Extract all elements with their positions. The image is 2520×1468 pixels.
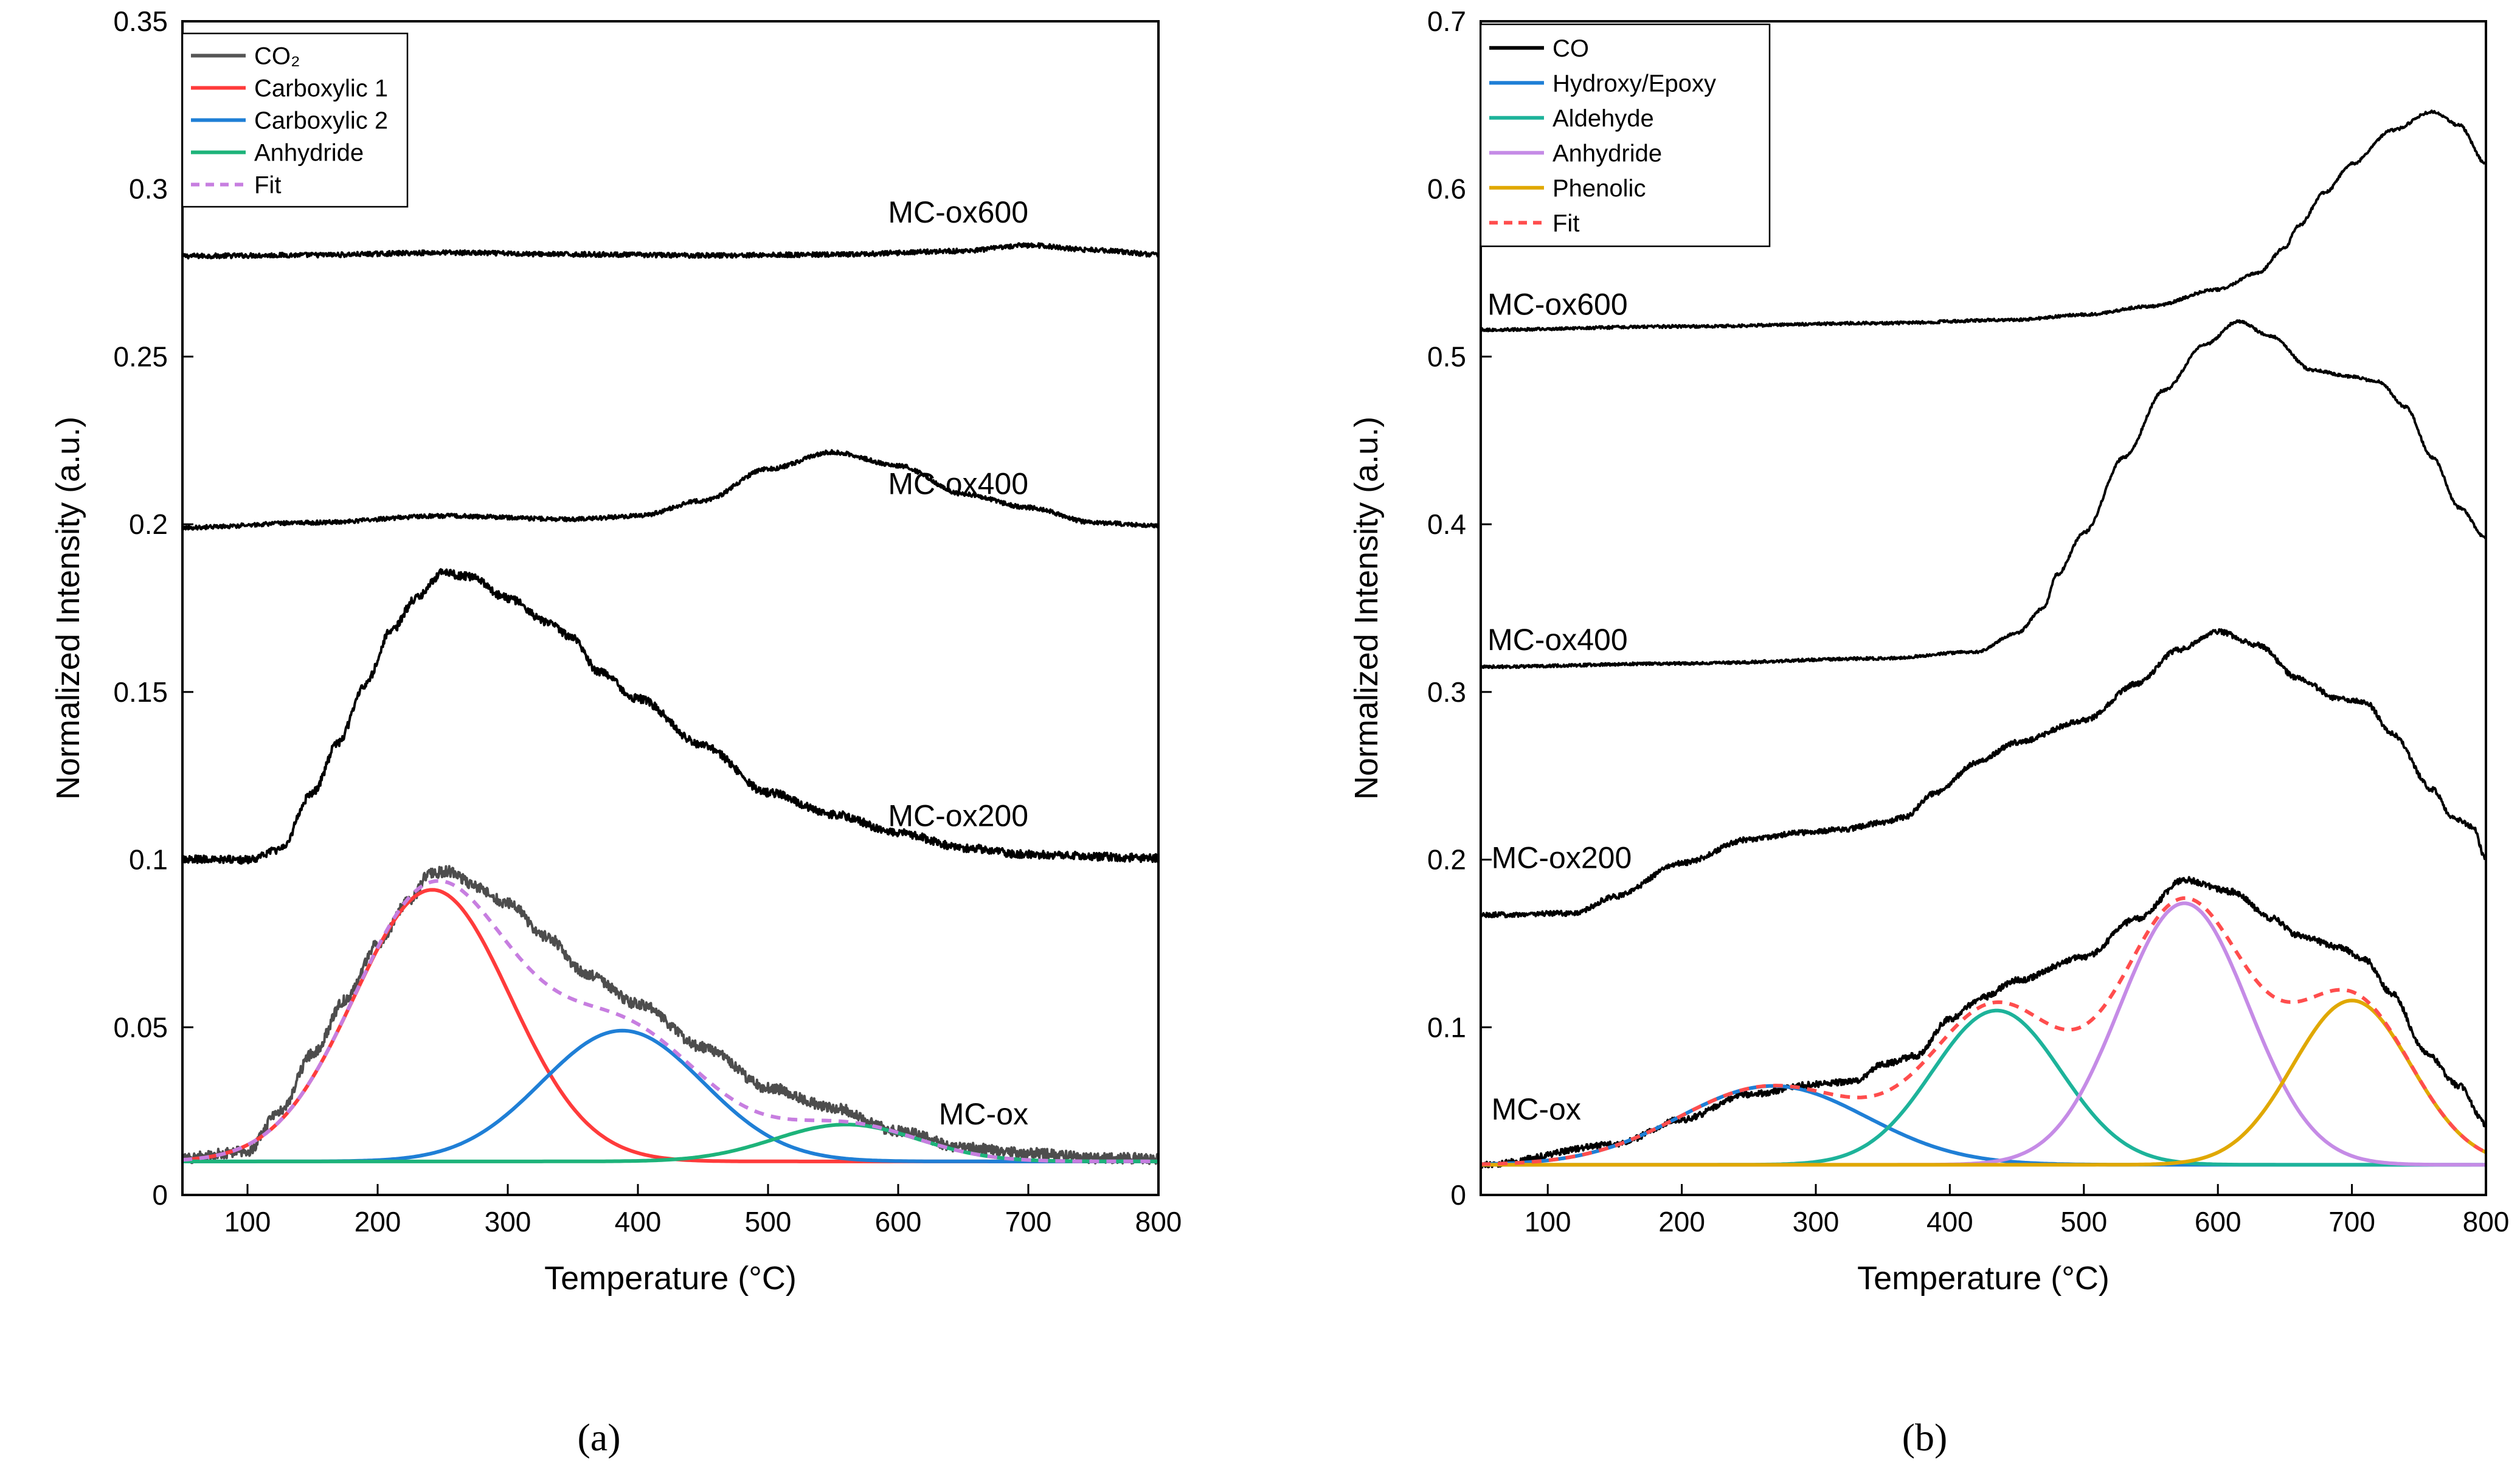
axes-frame	[1480, 20, 2487, 1196]
sample-label: MC-ox400	[888, 467, 1028, 501]
x-tick-label: 400	[1926, 1206, 1973, 1238]
series-gaussian-4	[1481, 1084, 2486, 1167]
y-tick-label: 0.1	[1427, 1011, 1466, 1043]
y-tick-label: 0.2	[1427, 844, 1466, 876]
x-tick-label: 700	[2328, 1206, 2375, 1238]
legend-entry: Carboxylic 2	[254, 108, 388, 134]
x-tick-label: 400	[615, 1206, 662, 1238]
series-measured-2	[1481, 628, 2486, 919]
series-measured-2	[182, 568, 1158, 865]
series-fit-7	[182, 879, 1158, 1163]
y-tick-label: 0.3	[129, 173, 168, 205]
y-tick-label: 0.7	[1427, 5, 1466, 37]
legend-box	[1480, 23, 1771, 248]
y-tick-label: 0.15	[113, 676, 168, 708]
panel-label: (a)	[577, 1416, 620, 1459]
x-tick-label: 500	[2060, 1206, 2107, 1238]
legend-entry: Fit	[1552, 210, 1579, 237]
y-tick-label: 0	[152, 1179, 168, 1211]
legend-entry: Anhydride	[254, 140, 364, 167]
series-measured-3	[182, 865, 1158, 1165]
legend-entry: Phenolic	[1552, 175, 1646, 202]
sample-label: MC-ox200	[888, 798, 1028, 833]
panel-label: (b)	[1902, 1416, 1948, 1459]
sample-label: MC-ox600	[1487, 288, 1628, 322]
y-tick-label: 0.05	[113, 1011, 168, 1043]
legend-entry: CO	[1552, 35, 1589, 62]
legend: CO Hydroxy/Epoxy Aldehyde Anhydride Phenolic…	[1480, 23, 1771, 248]
y-tick-label: 0	[1450, 1179, 1466, 1211]
plot-area	[1481, 109, 2486, 1169]
x-tick-label: 800	[2463, 1206, 2510, 1238]
plot-area	[182, 242, 1158, 1165]
series-measured-0	[182, 242, 1158, 260]
x-tick-label: 600	[2195, 1206, 2241, 1238]
x-tick-label: 300	[1793, 1206, 1840, 1238]
x-tick-label: 500	[745, 1206, 792, 1238]
y-tick-label: 0.35	[113, 5, 168, 37]
x-tick-label: 300	[485, 1206, 531, 1238]
x-tick-label: 800	[1135, 1206, 1182, 1238]
series-gaussian-6	[1481, 901, 2486, 1167]
y-tick-label: 0.6	[1427, 173, 1466, 205]
x-axis-title: Temperature (°C)	[544, 1260, 797, 1297]
sample-label: MC-ox200	[1492, 840, 1632, 874]
legend-entry: CO₂	[254, 43, 300, 70]
panel-b-co-chart: 100 200 300 400 500 600 700 800 0 0.1 0.2 0.3 0.4 0.5…	[1348, 5, 2509, 1459]
series-fit-8	[1481, 896, 2486, 1166]
y-axis-title: Normalized Intensity (a.u.)	[1348, 417, 1385, 800]
x-tick-label: 700	[1005, 1206, 1052, 1238]
y-tick-label: 0.2	[129, 508, 168, 540]
series-gaussian-7	[1481, 999, 2486, 1167]
sample-label: MC-ox	[1492, 1092, 1581, 1126]
sample-label: MC-ox	[939, 1097, 1028, 1131]
series-measured-1	[1481, 319, 2486, 670]
y-tick-label: 0.1	[129, 844, 168, 876]
x-tick-label: 100	[224, 1206, 271, 1238]
y-tick-label: 0.4	[1427, 508, 1466, 540]
y-axis-title: Normalized Intensity (a.u.)	[50, 417, 86, 800]
legend-entry: Fit	[254, 172, 281, 199]
y-tick-label: 0.3	[1427, 676, 1466, 708]
x-tick-label: 200	[1658, 1206, 1705, 1238]
y-tick-label: 0.25	[113, 341, 168, 372]
legend-entry: Carboxylic 1	[254, 75, 388, 102]
series-measured-1	[182, 449, 1158, 531]
sample-label: MC-ox600	[888, 195, 1028, 229]
series-measured-3	[1481, 876, 2486, 1169]
sample-label: MC-ox400	[1487, 623, 1628, 657]
x-tick-label: 600	[875, 1206, 922, 1238]
x-tick-label: 200	[355, 1206, 401, 1238]
legend-entry: Hydroxy/Epoxy	[1552, 70, 1716, 97]
y-tick-label: 0.5	[1427, 341, 1466, 372]
series-measured-0	[1481, 109, 2486, 333]
x-tick-label: 100	[1525, 1206, 1571, 1238]
x-axis-title: Temperature (°C)	[1857, 1260, 2110, 1297]
axes-frame	[181, 20, 1160, 1196]
legend-entry: Anhydride	[1552, 140, 1662, 167]
legend: CO₂ Carboxylic 1 Carboxylic 2 Anhydride Fit	[181, 32, 409, 208]
panel-a-co2-chart: 100 200 300 400 500 600 700 800 0 0.05 0.1 0.15 0.2 0…	[50, 5, 1182, 1459]
legend-entry: Aldehyde	[1552, 105, 1654, 132]
